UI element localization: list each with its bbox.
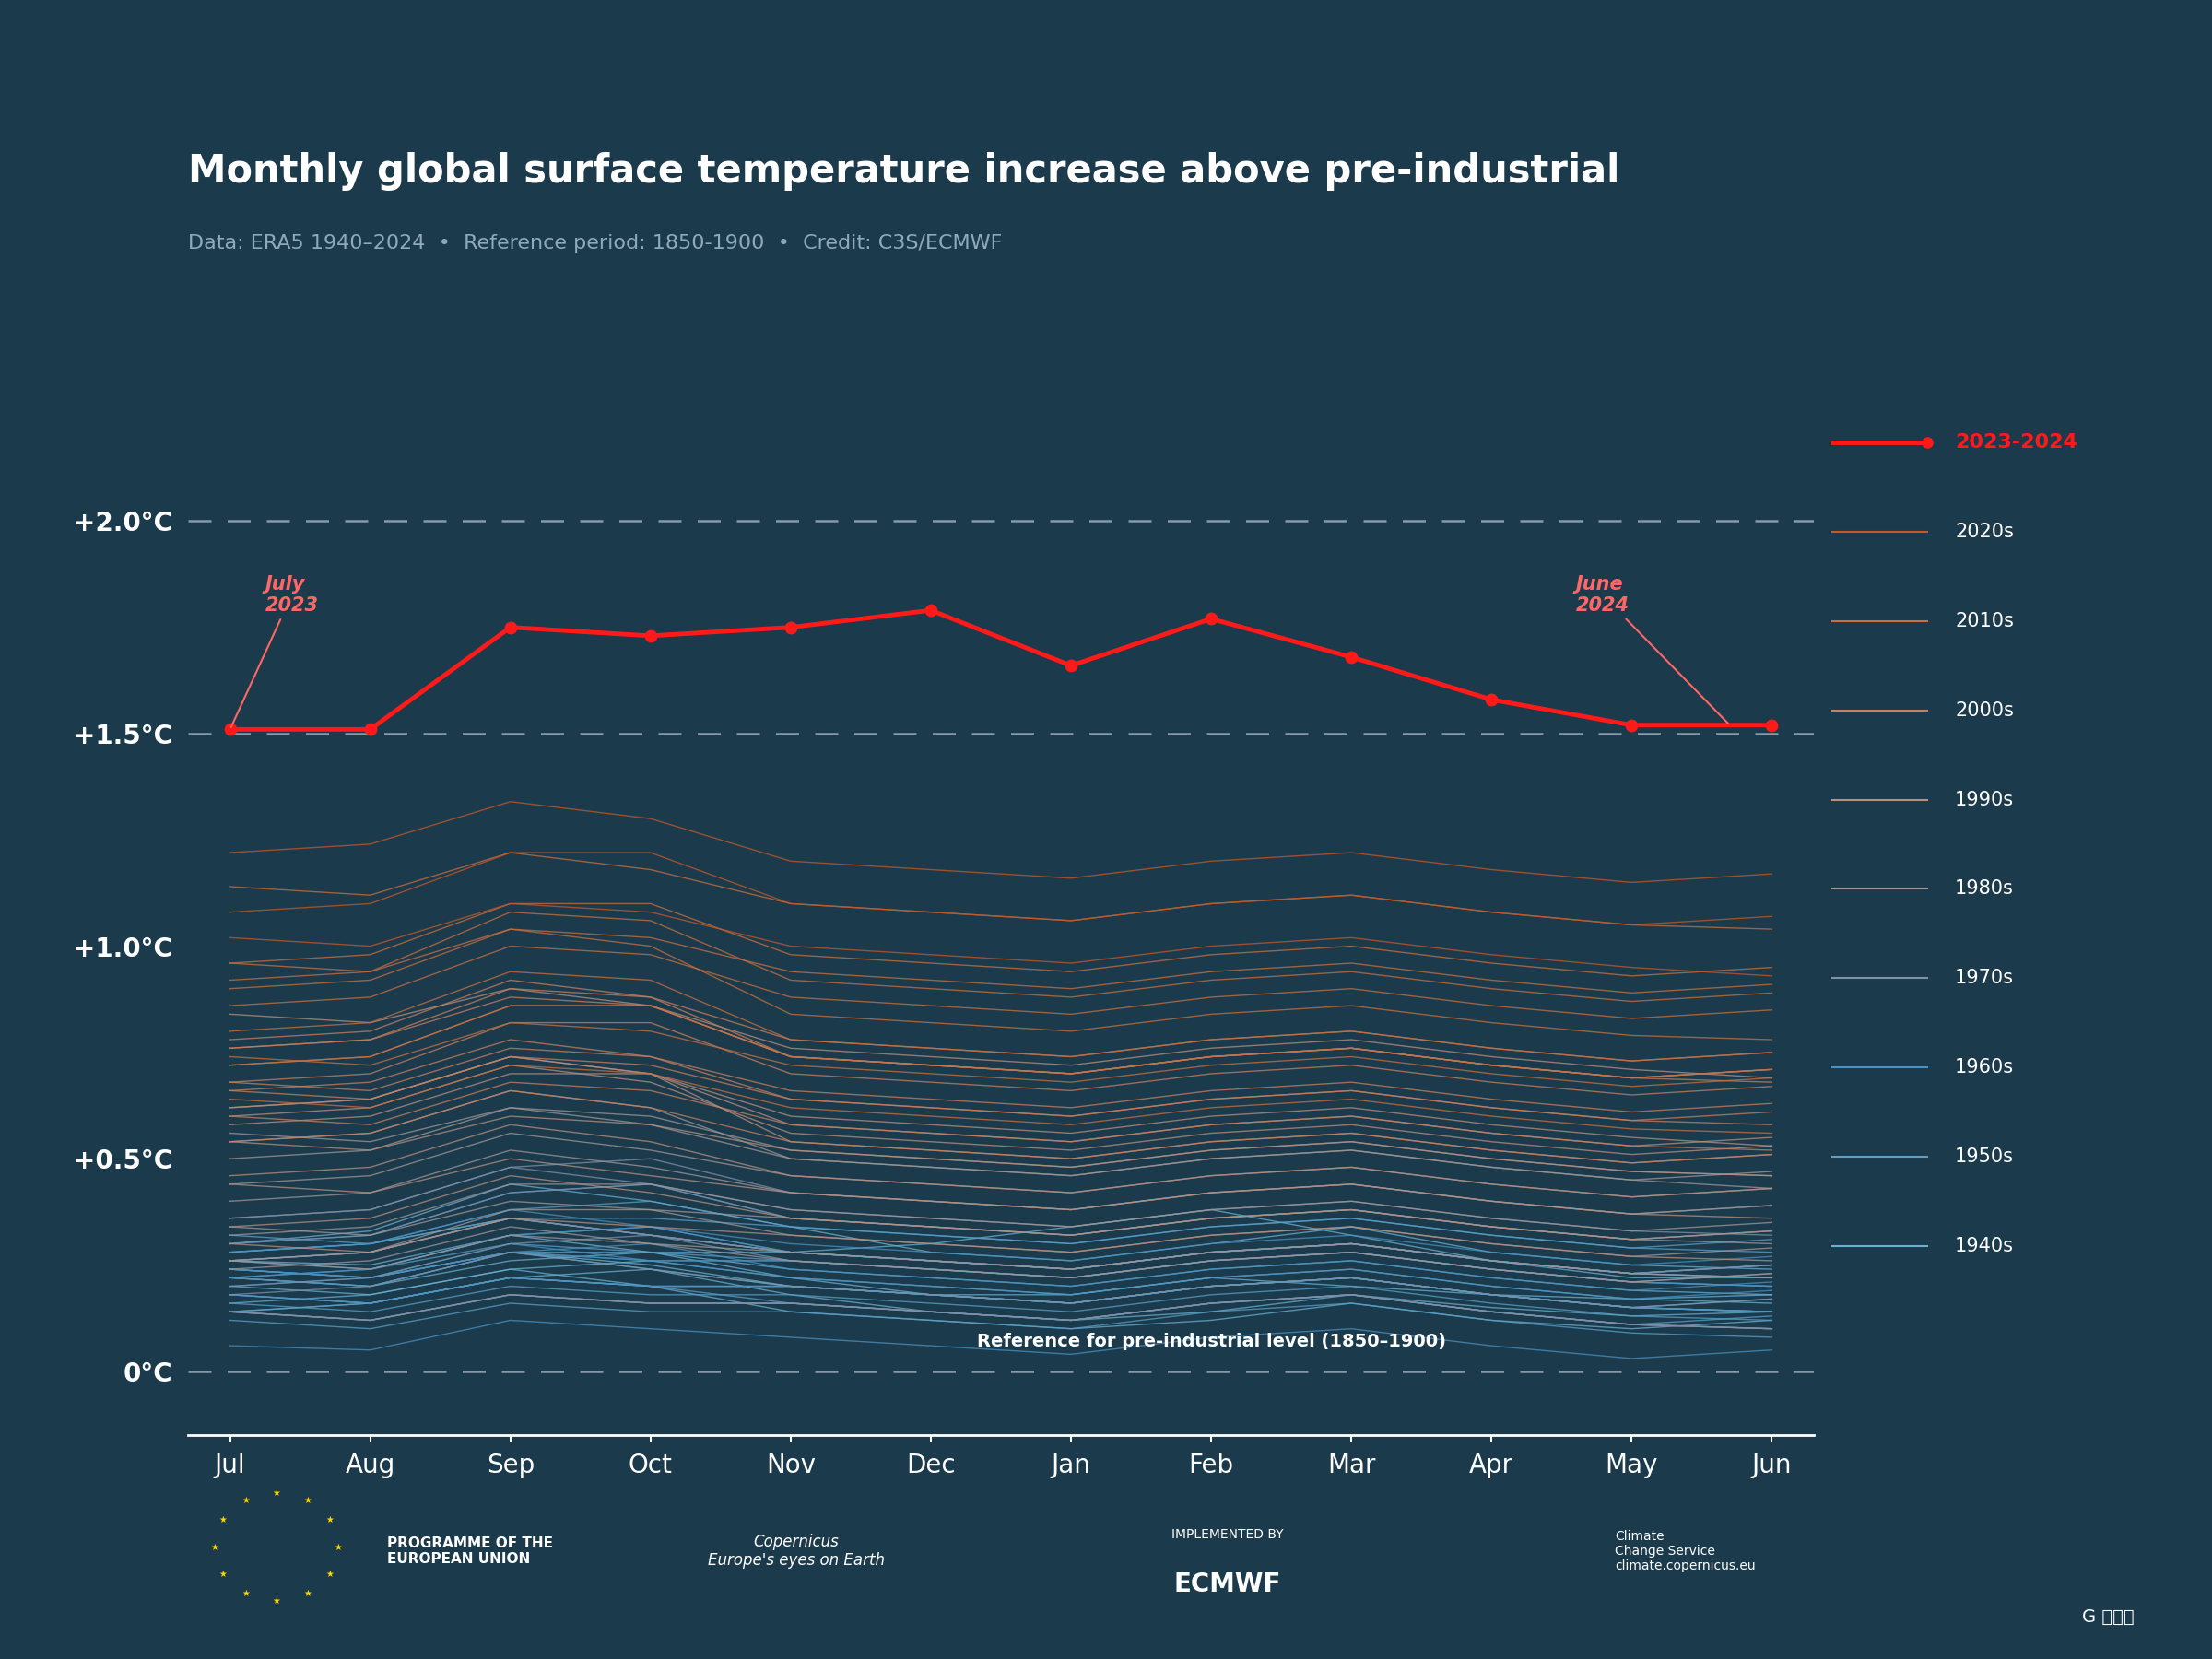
Text: ★: ★ xyxy=(272,1596,281,1606)
Text: 2023-2024: 2023-2024 xyxy=(1955,433,2077,451)
Point xyxy=(212,717,248,743)
Text: 1950s: 1950s xyxy=(1955,1148,2013,1166)
Point xyxy=(772,614,807,640)
Text: ★: ★ xyxy=(325,1516,334,1525)
Point xyxy=(1754,712,1790,738)
Point xyxy=(1615,712,1650,738)
Text: G 格隆汇: G 格隆汇 xyxy=(2081,1608,2135,1626)
Text: Copernicus
Europe's eyes on Earth: Copernicus Europe's eyes on Earth xyxy=(708,1533,885,1569)
Text: 2010s: 2010s xyxy=(1955,612,2013,630)
Text: 2000s: 2000s xyxy=(1955,702,2013,720)
Text: ECMWF: ECMWF xyxy=(1175,1571,1281,1598)
Text: 2020s: 2020s xyxy=(1955,523,2013,541)
Text: Monthly global surface temperature increase above pre-industrial: Monthly global surface temperature incre… xyxy=(188,153,1619,191)
Text: ★: ★ xyxy=(303,1496,312,1505)
Text: ★: ★ xyxy=(210,1543,219,1551)
Text: 1960s: 1960s xyxy=(1955,1058,2015,1077)
Text: ★: ★ xyxy=(303,1589,312,1598)
Text: ★: ★ xyxy=(219,1516,228,1525)
Text: Data: ERA5 1940–2024  •  Reference period: 1850-1900  •  Credit: C3S/ECMWF: Data: ERA5 1940–2024 • Reference period:… xyxy=(188,234,1002,252)
Text: July
2023: July 2023 xyxy=(230,574,319,727)
Text: ★: ★ xyxy=(219,1569,228,1578)
Point xyxy=(914,597,949,624)
Text: ★: ★ xyxy=(241,1589,250,1598)
Text: IMPLEMENTED BY: IMPLEMENTED BY xyxy=(1172,1528,1283,1541)
Point xyxy=(493,614,529,640)
Point xyxy=(1334,644,1369,670)
Text: Reference for pre-industrial level (1850–1900): Reference for pre-industrial level (1850… xyxy=(978,1332,1447,1350)
Point xyxy=(1053,652,1088,679)
Text: 1940s: 1940s xyxy=(1955,1238,2013,1256)
Text: ★: ★ xyxy=(325,1569,334,1578)
Point xyxy=(352,717,387,743)
Text: ★: ★ xyxy=(241,1496,250,1505)
Text: ★: ★ xyxy=(334,1543,343,1551)
Text: PROGRAMME OF THE
EUROPEAN UNION: PROGRAMME OF THE EUROPEAN UNION xyxy=(387,1536,553,1566)
Text: June
2024: June 2024 xyxy=(1575,574,1728,723)
Point xyxy=(633,622,668,649)
Text: ★: ★ xyxy=(272,1488,281,1498)
Text: 1990s: 1990s xyxy=(1955,790,2015,810)
Text: Climate
Change Service
climate.copernicus.eu: Climate Change Service climate.copernicu… xyxy=(1615,1530,1756,1573)
Text: 1980s: 1980s xyxy=(1955,879,2013,898)
Point xyxy=(1194,606,1230,632)
Text: 1970s: 1970s xyxy=(1955,969,2013,987)
Point xyxy=(1473,687,1509,713)
